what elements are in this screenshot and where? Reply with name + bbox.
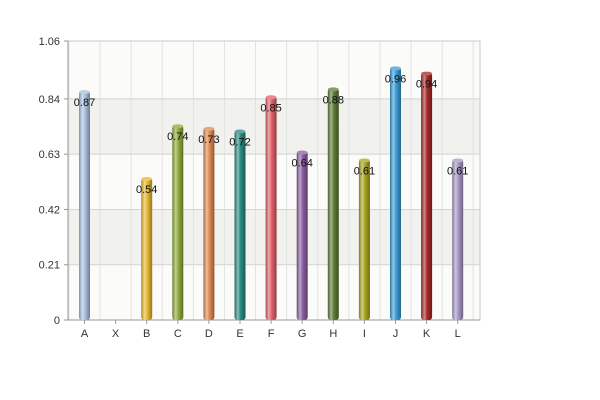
y-axis-ticks: 0 0.21 0.42 0.63 0.84 1.06 [39, 36, 68, 327]
bar-cap [358, 158, 370, 163]
bar-cap [141, 176, 153, 181]
data-label: 0.72 [229, 136, 250, 148]
data-label: 0.88 [323, 94, 344, 106]
x-tick-label: L [455, 328, 461, 340]
bar-g [296, 151, 308, 320]
data-label: 0.87 [74, 97, 95, 109]
bar-cap [203, 126, 215, 131]
data-label: 0.96 [385, 73, 406, 85]
y-tick-label: 0.42 [39, 204, 60, 216]
x-tick-label: D [205, 328, 213, 340]
data-label: 0.64 [291, 158, 312, 170]
x-tick-label: B [143, 328, 150, 340]
bar-e [234, 130, 246, 320]
y-tick-label: 0.63 [39, 149, 60, 161]
x-tick-label: H [329, 328, 337, 340]
x-tick-label: X [112, 328, 120, 340]
bar-cap [172, 124, 184, 129]
bar-b [141, 177, 153, 320]
bar-cap [421, 71, 433, 76]
x-tick-label: J [393, 328, 399, 340]
data-label: 0.94 [416, 79, 437, 91]
bar-cap [327, 87, 339, 92]
y-tick-label: 0.84 [39, 94, 60, 106]
y-tick-label: 0 [54, 315, 60, 327]
bar-i [358, 159, 370, 320]
x-tick-label: G [298, 328, 307, 340]
bar-j [390, 67, 401, 320]
bar-cap [265, 95, 277, 100]
bar-cap [234, 129, 246, 134]
data-label: 0.54 [136, 184, 157, 196]
data-label: 0.61 [354, 165, 375, 177]
data-label: 0.85 [260, 102, 281, 114]
y-tick-label: 1.06 [39, 36, 60, 48]
bar-f [265, 96, 277, 320]
bars [79, 66, 464, 321]
bar-cap [390, 66, 401, 71]
bar-h [327, 88, 339, 321]
bar-l [452, 159, 464, 320]
bar-cap [79, 90, 90, 95]
x-tick-label: E [236, 328, 243, 340]
bar-d [203, 127, 215, 320]
x-tick-label: I [363, 328, 366, 340]
y-tick-label: 0.21 [39, 260, 60, 272]
x-tick-label: F [268, 328, 275, 340]
bar-a [79, 91, 90, 321]
data-label: 0.61 [447, 165, 468, 177]
data-labels: 0.87 0.54 0.74 0.73 0.72 0.85 0.64 0.88 0.61 0.96… [74, 73, 469, 196]
data-label: 0.73 [198, 134, 219, 146]
bar-cap [296, 150, 308, 155]
bar-cap [452, 158, 464, 163]
bar-k [421, 72, 433, 321]
x-tick-label: C [174, 328, 182, 340]
x-tick-label: K [423, 328, 431, 340]
x-tick-label: A [81, 328, 89, 340]
data-label: 0.74 [167, 131, 188, 143]
bar-c [172, 125, 184, 321]
